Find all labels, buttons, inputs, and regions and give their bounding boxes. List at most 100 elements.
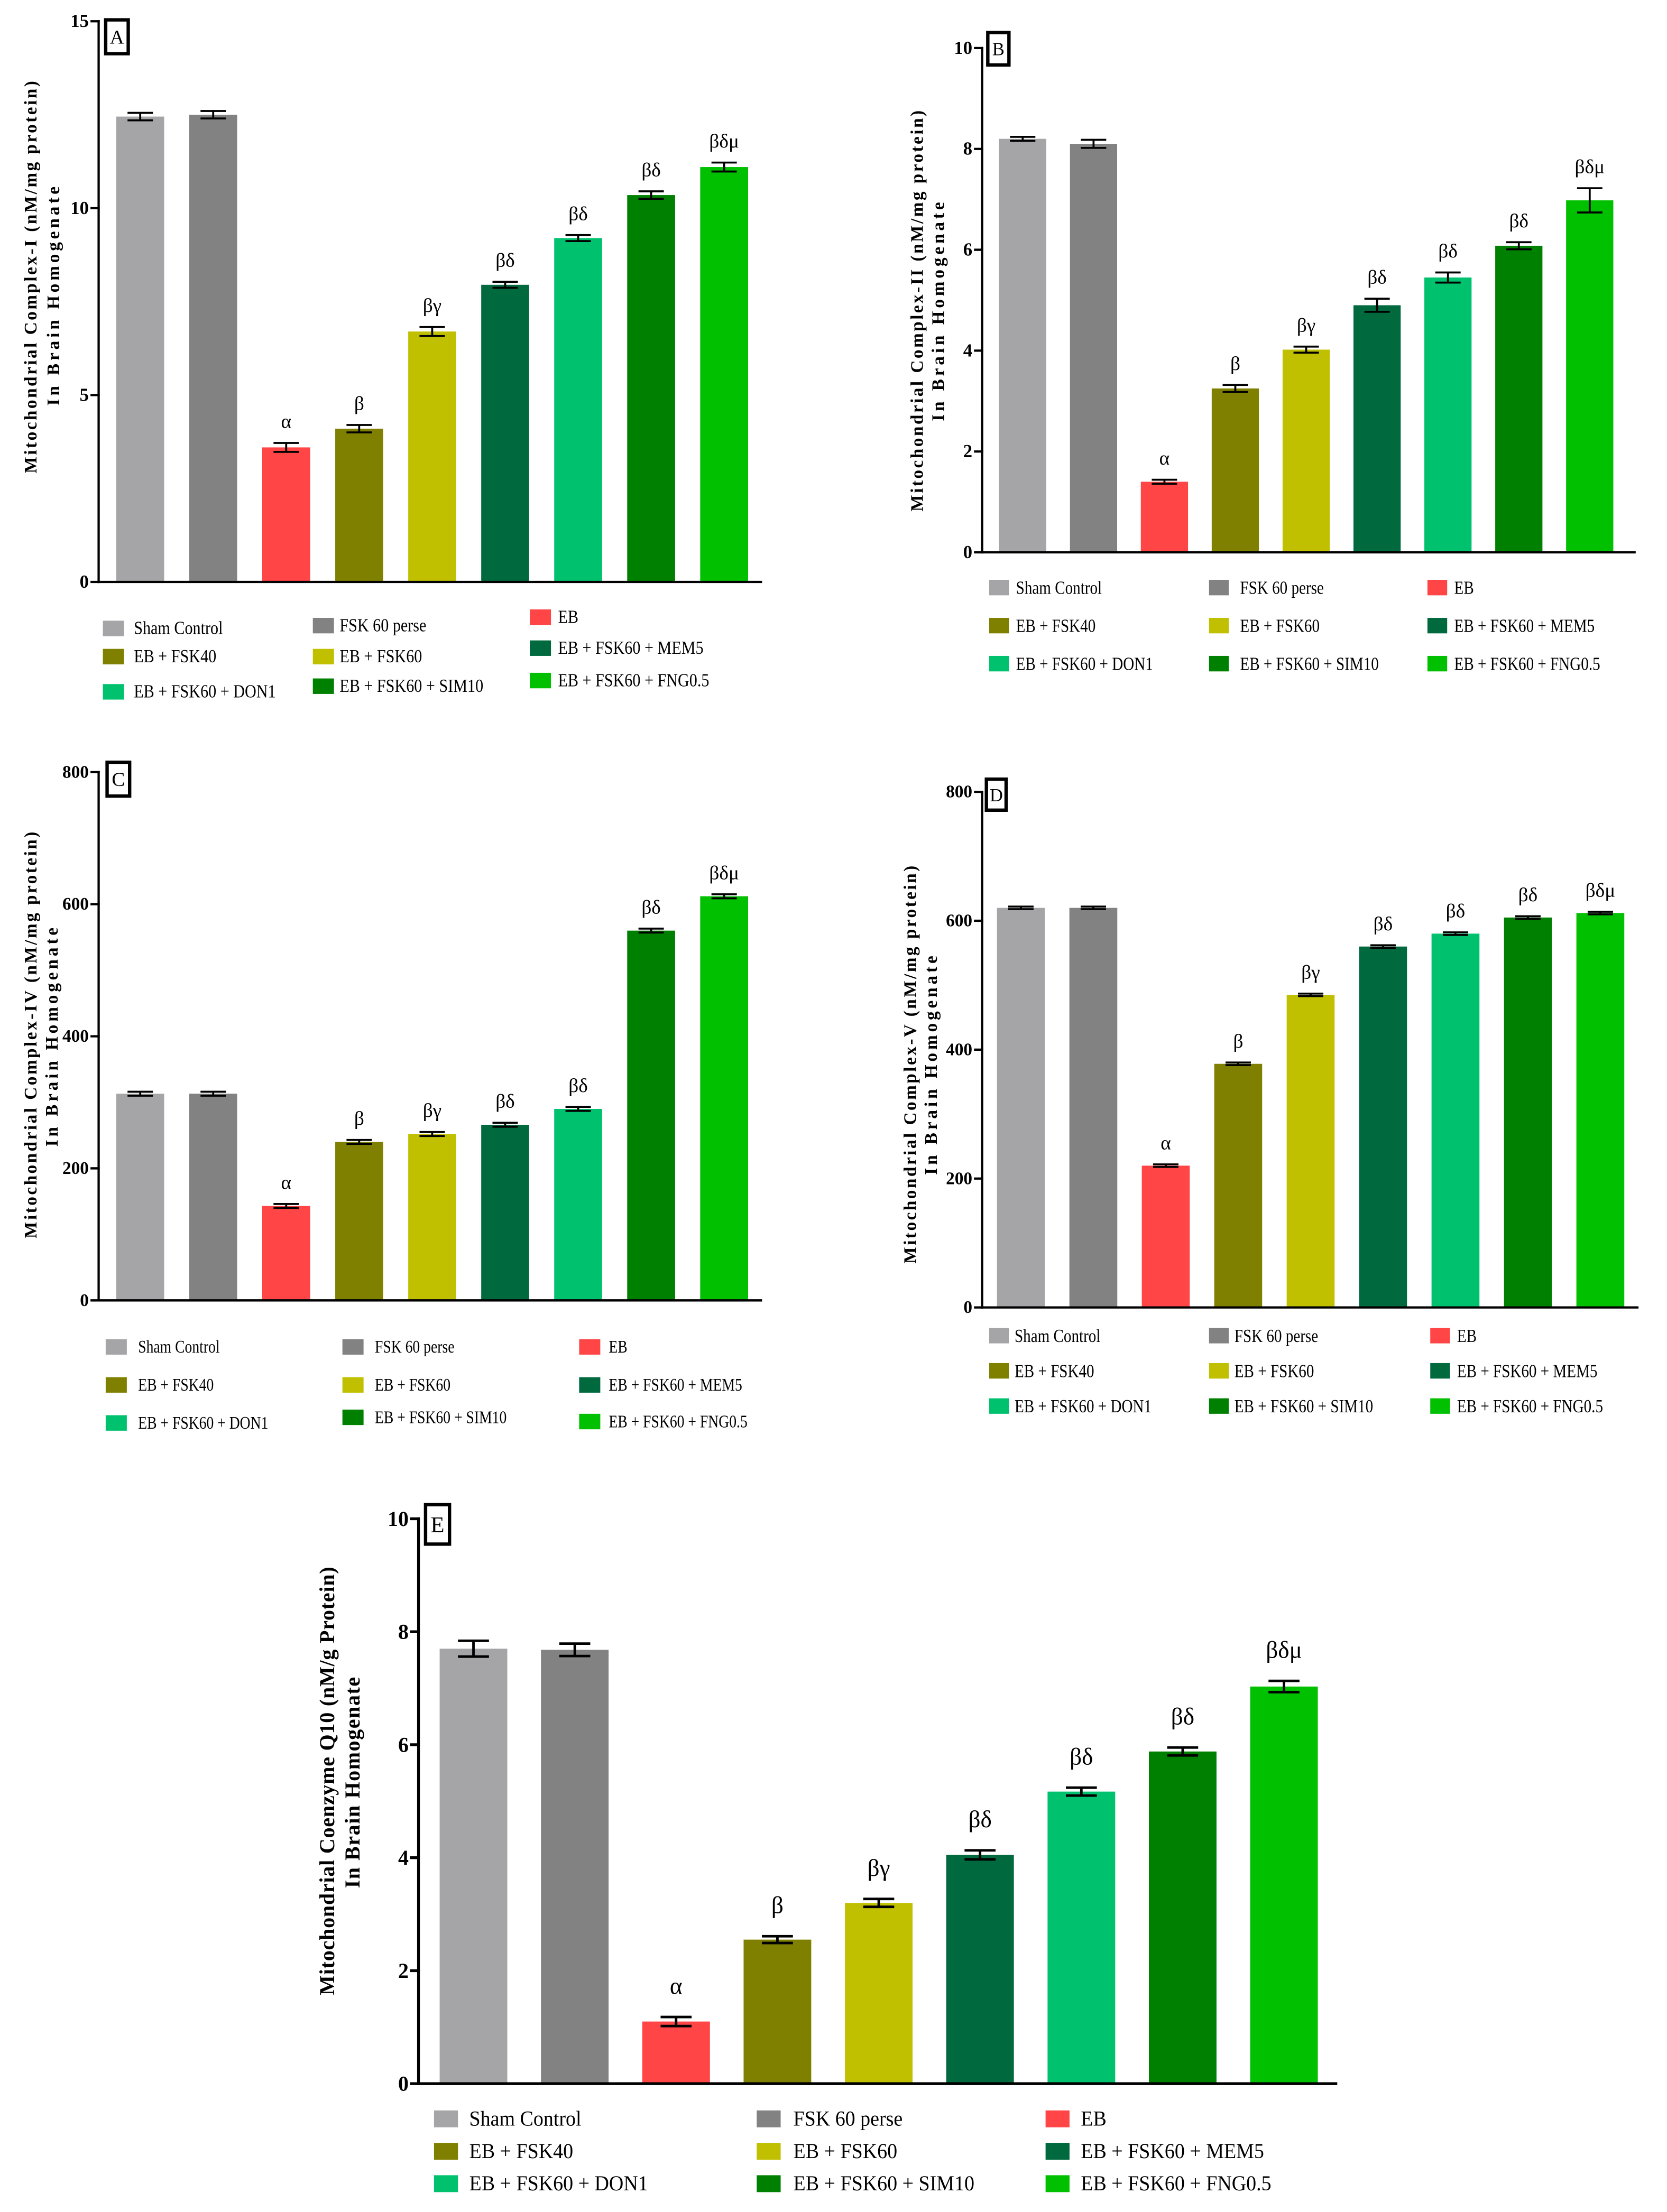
legend-swatch — [989, 580, 1009, 596]
legend-label: Sham Control — [1016, 577, 1102, 598]
error-bar — [1506, 241, 1532, 251]
y-tick-label: 800 — [946, 782, 972, 802]
legend-swatch — [1209, 1328, 1229, 1344]
legend-item-eb-fsk60-mem5: EB + FSK60 + MEM5 — [530, 638, 704, 658]
error-bar — [127, 112, 153, 122]
bar-eb-fsk60-sim10 — [1504, 917, 1552, 1308]
bar-eb-fsk60-don1 — [554, 238, 602, 582]
bar-eb-fsk40 — [1214, 1063, 1263, 1308]
significance-label: β — [1233, 1031, 1243, 1052]
bar-sham-control — [116, 116, 164, 582]
legend: Sham Control FSK 60 perse EB EB + FSK40 EB +… — [105, 1337, 748, 1433]
legend-label: EB + FSK60 + FNG0.5 — [1457, 1396, 1603, 1417]
legend-item-sham-control: Sham Control — [434, 2107, 582, 2131]
legend-label: EB + FSK60 + MEM5 — [1457, 1360, 1598, 1381]
bar-eb-fsk60-fng0-5 — [1250, 1686, 1318, 2084]
legend-label: EB + FSK60 + MEM5 — [1454, 615, 1595, 636]
legend-label: EB — [1081, 2107, 1107, 2131]
legend-swatch — [579, 1339, 601, 1355]
bar-eb-fsk40 — [743, 1939, 812, 2084]
legend-label: EB + FSK60 + MEM5 — [1081, 2140, 1264, 2163]
legend-swatch — [757, 2175, 781, 2192]
legend-item-fsk-60-perse: FSK 60 perse — [757, 2107, 902, 2131]
significance-label: βδ — [1438, 240, 1458, 262]
error-bar — [1225, 1061, 1251, 1067]
legend-item-eb-fsk40: EB + FSK40 — [989, 615, 1095, 636]
legend-swatch — [1430, 1328, 1450, 1344]
legend-swatch — [1427, 655, 1448, 672]
bar-eb-fsk60-mem5 — [1359, 946, 1407, 1308]
significance-label: βγ — [423, 295, 441, 317]
y-tick-label: 600 — [62, 894, 89, 914]
significance-label: α — [1159, 448, 1170, 469]
legend-label: EB + FSK60 + MEM5 — [558, 638, 703, 658]
legend-swatch — [1209, 617, 1229, 634]
significance-label: α — [670, 1973, 683, 1999]
error-bar — [127, 1090, 153, 1097]
bar-eb-fsk60-don1 — [1431, 933, 1480, 1308]
bar-eb-fsk60-fng0-5 — [700, 167, 748, 582]
legend-swatch — [105, 1377, 127, 1393]
legend-label: EB + FSK60 — [339, 646, 422, 667]
legend-item-fsk-60-perse: FSK 60 perse — [342, 1337, 454, 1357]
legend: Sham Control FSK 60 perse EB EB + FSK40 EB +… — [989, 1325, 1603, 1417]
significance-label: βδ — [1171, 1704, 1194, 1730]
legend-swatch — [1427, 580, 1448, 596]
legend-label: EB + FSK40 — [134, 646, 216, 667]
legend-swatch — [757, 2110, 781, 2127]
error-bar — [1442, 931, 1468, 936]
legend-swatch — [103, 621, 124, 636]
panel-label: E — [431, 1513, 445, 1538]
legend-swatch — [342, 1409, 364, 1426]
error-bar — [863, 1898, 895, 1909]
legend-label: EB — [609, 1337, 627, 1357]
panel-c: Mitochondrial Complex-IV (nM/mg protein)… — [21, 760, 762, 1433]
significance-label: βδμ — [1586, 880, 1616, 901]
legend-item-eb-fsk60-fng0-5: EB + FSK60 + FNG0.5 — [579, 1412, 748, 1431]
significance-label: α — [281, 411, 292, 432]
y-tick-label: 10 — [388, 1507, 409, 1531]
significance-label: βδ — [495, 1091, 515, 1113]
significance-label: βδμ — [1266, 1637, 1302, 1663]
bar-sham-control — [116, 1094, 164, 1301]
bar-sham-control — [997, 908, 1045, 1308]
panel-label-box — [423, 1503, 452, 1546]
bar-eb — [262, 1206, 310, 1301]
y-axis-label-line-2: In Brain Homogenate — [340, 1676, 364, 1888]
legend-swatch — [989, 1363, 1009, 1379]
legend-swatch — [1430, 1363, 1450, 1379]
panel-label: B — [992, 40, 1005, 60]
legend-label: Sham Control — [134, 618, 223, 638]
y-axis-label-line-1: Mitochondrial Complex-II (nM/mg protein) — [908, 108, 927, 511]
legend-label: EB + FSK40 — [469, 2140, 574, 2163]
legend-label: EB + FSK60 — [794, 2140, 898, 2163]
error-bar — [964, 1849, 996, 1861]
bar-fsk-60-perse — [189, 115, 237, 582]
y-tick-label: 10 — [70, 198, 89, 218]
legend-item-eb-fsk60: EB + FSK60 — [312, 646, 422, 667]
y-tick-label: 8 — [398, 1620, 409, 1644]
legend-label: FSK 60 perse — [1235, 1325, 1318, 1346]
legend-swatch — [1045, 2143, 1070, 2160]
bar-fsk-60-perse — [1070, 144, 1118, 553]
significance-label: βδμ — [709, 131, 739, 152]
bar-eb-fsk60-mem5 — [481, 1124, 529, 1301]
bar-eb-fsk60-mem5 — [1353, 305, 1401, 553]
legend-item-eb-fsk60-don1: EB + FSK60 + DON1 — [989, 653, 1153, 674]
legend-label: EB + FSK60 — [375, 1375, 450, 1395]
legend-item-eb-fsk60: EB + FSK60 — [1209, 615, 1320, 636]
legend-label: EB — [558, 607, 578, 627]
significance-label: β — [354, 393, 364, 415]
significance-label: βδμ — [709, 862, 739, 884]
error-bar — [565, 1106, 591, 1112]
legend-item-fsk-60-perse: FSK 60 perse — [1209, 577, 1324, 598]
legend-swatch — [103, 684, 124, 700]
error-bar — [711, 893, 737, 900]
error-bar — [458, 1639, 489, 1658]
bar-eb — [642, 2021, 710, 2084]
legend-label: EB + FSK60 + FNG0.5 — [558, 670, 709, 690]
significance-label: βδ — [1518, 884, 1538, 906]
y-tick-label: 2 — [398, 1959, 409, 1983]
y-tick-label: 600 — [946, 911, 972, 931]
